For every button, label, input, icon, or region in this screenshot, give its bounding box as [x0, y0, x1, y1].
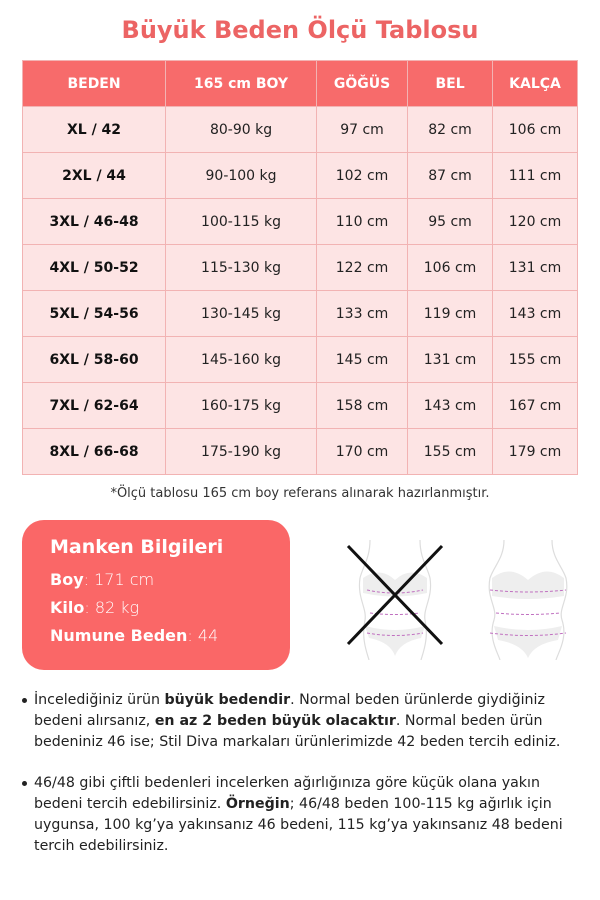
table-cell: 131 cm	[407, 336, 494, 383]
table-row: 8XL / 66-68 175-190 kg 170 cm 155 cm 179 cm	[21, 428, 578, 475]
model-height: Boy: 171 cm	[50, 566, 262, 594]
size-cell: 2XL / 44	[21, 152, 167, 199]
correct-measure-figure-icon	[488, 539, 568, 660]
table-cell: 95 cm	[407, 198, 494, 245]
table-cell: 175-190 kg	[165, 428, 317, 475]
column-header: 165 cm BOY	[165, 60, 317, 107]
table-row: 5XL / 54-56 130-145 kg 133 cm 119 cm 143 cm	[21, 290, 578, 337]
label: Boy	[50, 570, 84, 589]
table-cell: 97 cm	[315, 106, 409, 153]
text: ; 46/48 beden 100-115 kg ağırlık için uy…	[34, 796, 563, 854]
size-cell: 6XL / 58-60	[21, 336, 167, 383]
value: : 171 cm	[83, 570, 155, 589]
table-cell: 155 cm	[407, 428, 494, 475]
label: Numune Beden	[50, 626, 188, 645]
table-cell: 160-175 kg	[165, 382, 317, 429]
table-cell: 143 cm	[407, 382, 494, 429]
column-header: BEL	[407, 60, 494, 107]
size-cell: 5XL / 54-56	[21, 290, 167, 337]
table-cell: 170 cm	[315, 428, 409, 475]
table-cell: 82 cm	[407, 106, 494, 153]
bold-text: Örneğin	[225, 796, 290, 812]
table-cell: 106 cm	[407, 244, 494, 291]
bold-text: en az 2 beden büyük olacaktır	[154, 713, 396, 729]
table-cell: 133 cm	[315, 290, 409, 337]
model-info-title: Manken Bilgileri	[50, 536, 224, 558]
size-table: BEDEN 165 cm BOY GÖĞÜS BEL KALÇA XL / 42 80-9…	[21, 60, 578, 475]
value: : 44	[187, 626, 219, 645]
model-weight: Kilo: 82 kg	[50, 594, 262, 622]
table-cell: 130-145 kg	[165, 290, 317, 337]
size-cell: 3XL / 46-48	[21, 198, 167, 245]
page-title: Büyük Beden Ölçü Tablosu	[121, 16, 479, 44]
model-sample-size: Numune Beden: 44	[50, 622, 262, 650]
wrong-measure-figure-icon	[346, 539, 444, 660]
size-cell: 7XL / 62-64	[21, 382, 167, 429]
model-info-card: Manken Bilgileri Boy: 171 cm Kilo: 82 kg…	[22, 520, 290, 670]
table-cell: 119 cm	[407, 290, 494, 337]
table-cell: 80-90 kg	[165, 106, 317, 153]
table-cell: 100-115 kg	[165, 198, 317, 245]
table-row: 6XL / 58-60 145-160 kg 145 cm 131 cm 155 cm	[21, 336, 578, 383]
list-item: İncelediğiniz ürün büyük bedendir. Norma…	[22, 690, 582, 753]
info-list: İncelediğiniz ürün büyük bedendir. Norma…	[22, 690, 582, 877]
table-row: 3XL / 46-48 100-115 kg 110 cm 95 cm 120 cm	[21, 198, 578, 245]
size-cell: XL / 42	[21, 106, 167, 153]
table-cell: 102 cm	[315, 152, 409, 199]
table-cell: 111 cm	[492, 152, 578, 199]
table-cell: 155 cm	[492, 336, 578, 383]
size-cell: 8XL / 66-68	[21, 428, 167, 475]
table-cell: 110 cm	[315, 198, 409, 245]
text: İncelediğiniz ürün	[34, 692, 165, 708]
table-cell: 145 cm	[315, 336, 409, 383]
column-header: KALÇA	[492, 60, 578, 107]
table-cell: 179 cm	[492, 428, 578, 475]
value: : 82 kg	[84, 598, 140, 617]
table-cell: 115-130 kg	[165, 244, 317, 291]
list-item: 46/48 gibi çiftli bedenleri incelerken a…	[22, 773, 582, 857]
column-header: BEDEN	[21, 60, 167, 107]
text: . Normal beden ürünlerde giydiğiniz bede…	[34, 692, 545, 729]
text: . Normal beden ürün bedeniniz 46 ise; St…	[34, 713, 561, 750]
table-cell: 120 cm	[492, 198, 578, 245]
table-cell: 122 cm	[315, 244, 409, 291]
text: 46/48 gibi çiftli bedenleri incelerken a…	[34, 775, 540, 812]
table-cell: 167 cm	[492, 382, 578, 429]
column-header: GÖĞÜS	[315, 60, 409, 107]
table-header-row: BEDEN 165 cm BOY GÖĞÜS BEL KALÇA	[21, 60, 578, 107]
table-cell: 90-100 kg	[165, 152, 317, 199]
table-note: *Ölçü tablosu 165 cm boy referans alınar…	[110, 486, 490, 501]
size-cell: 4XL / 50-52	[21, 244, 167, 291]
table-cell: 145-160 kg	[165, 336, 317, 383]
table-cell: 158 cm	[315, 382, 409, 429]
bold-text: büyük bedendir	[164, 692, 291, 708]
table-cell: 87 cm	[407, 152, 494, 199]
table-row: 7XL / 62-64 160-175 kg 158 cm 143 cm 167 cm	[21, 382, 578, 429]
table-row: 2XL / 44 90-100 kg 102 cm 87 cm 111 cm	[21, 152, 578, 199]
table-cell: 106 cm	[492, 106, 578, 153]
table-row: XL / 42 80-90 kg 97 cm 82 cm 106 cm	[21, 106, 578, 153]
label: Kilo	[50, 598, 85, 617]
table-cell: 143 cm	[492, 290, 578, 337]
table-row: 4XL / 50-52 115-130 kg 122 cm 106 cm 131 cm	[21, 244, 578, 291]
table-cell: 131 cm	[492, 244, 578, 291]
